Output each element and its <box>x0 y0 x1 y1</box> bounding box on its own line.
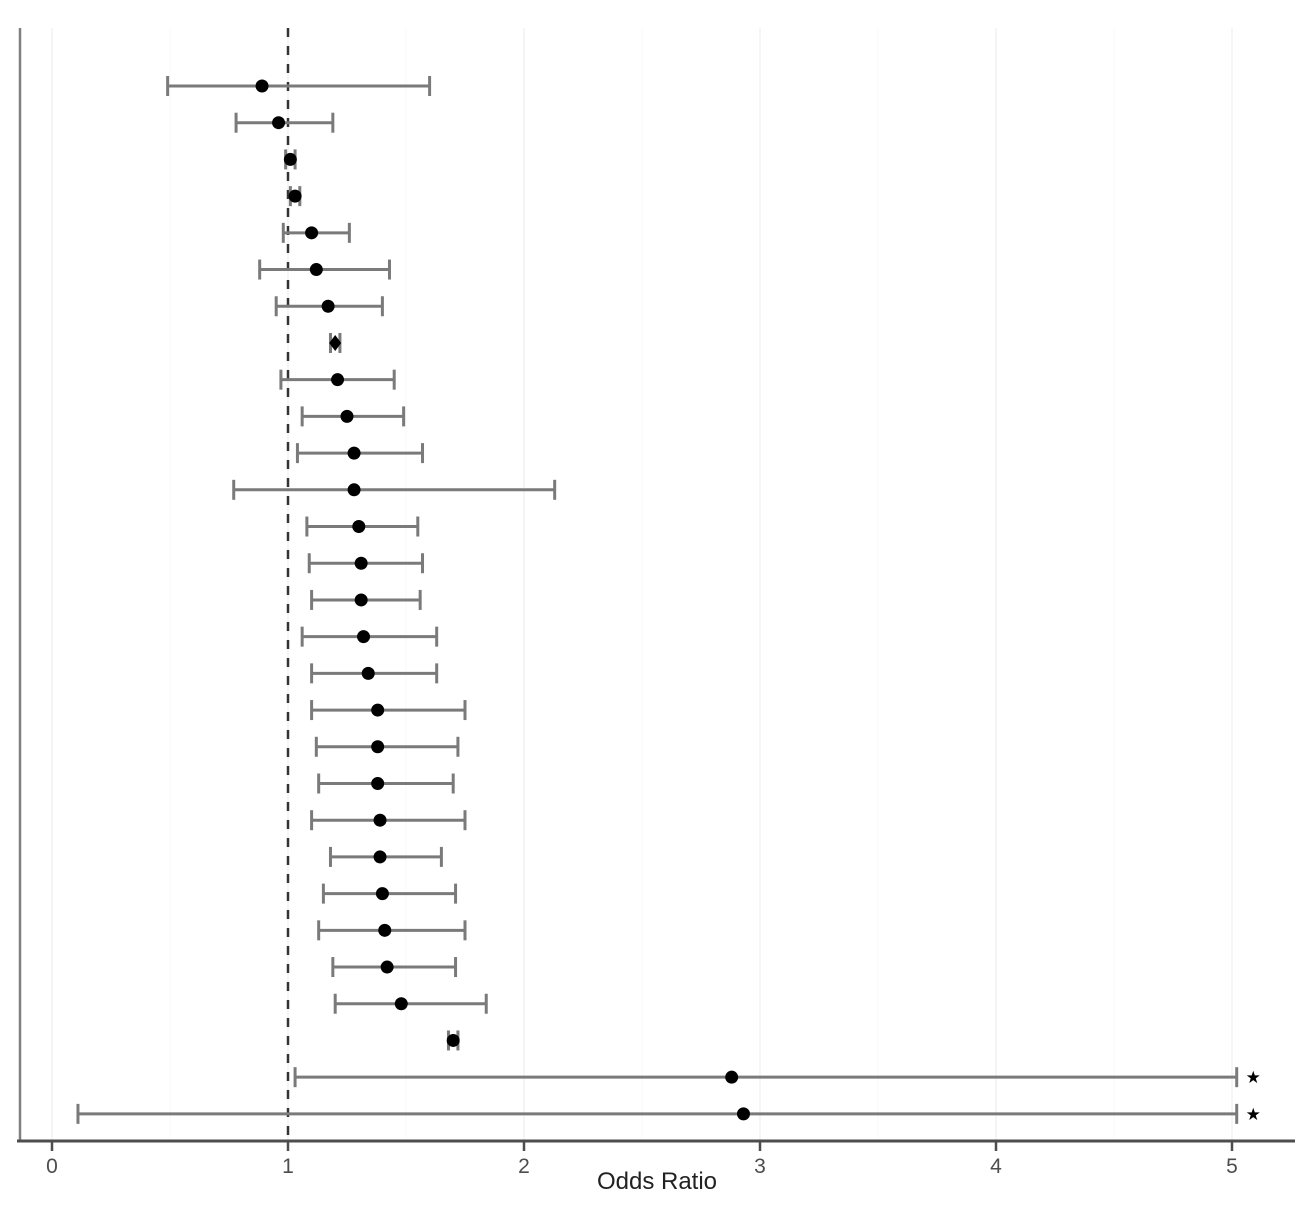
point-marker <box>371 776 385 790</box>
truncation-star-icon: ★ <box>1246 1068 1261 1088</box>
point-marker <box>255 79 269 93</box>
point-marker <box>354 556 368 570</box>
point-marker <box>321 299 335 313</box>
point-marker <box>378 923 392 937</box>
point-marker <box>373 813 387 827</box>
x-tick-label: 3 <box>754 1155 766 1178</box>
truncation-star-icon: ★ <box>1246 1105 1261 1125</box>
point-marker <box>371 703 385 717</box>
point-marker <box>357 630 371 644</box>
point-marker <box>347 446 361 460</box>
point-marker <box>380 960 394 974</box>
x-tick-label: 0 <box>46 1155 58 1178</box>
point-marker <box>373 850 387 864</box>
x-tick-label: 4 <box>990 1155 1002 1178</box>
x-axis-title: Odds Ratio <box>596 1168 718 1195</box>
point-marker <box>446 1033 460 1047</box>
point-marker <box>371 740 385 754</box>
point-marker <box>331 373 345 387</box>
point-marker <box>309 263 323 277</box>
point-marker <box>736 1107 750 1121</box>
point-marker <box>361 666 375 680</box>
x-tick-label: 5 <box>1226 1155 1238 1178</box>
point-marker <box>394 997 408 1011</box>
point-marker <box>725 1070 739 1084</box>
point-marker <box>354 593 368 607</box>
point-marker <box>352 520 366 534</box>
point-marker <box>283 152 297 166</box>
x-tick-label: 1 <box>282 1155 294 1178</box>
point-marker <box>288 189 302 203</box>
point-marker <box>340 409 354 423</box>
x-tick-label: 2 <box>518 1155 530 1178</box>
point-marker <box>347 483 361 497</box>
point-marker <box>272 116 286 130</box>
point-marker-diamond <box>329 334 342 351</box>
point-marker <box>375 887 389 901</box>
point-marker <box>305 226 319 240</box>
